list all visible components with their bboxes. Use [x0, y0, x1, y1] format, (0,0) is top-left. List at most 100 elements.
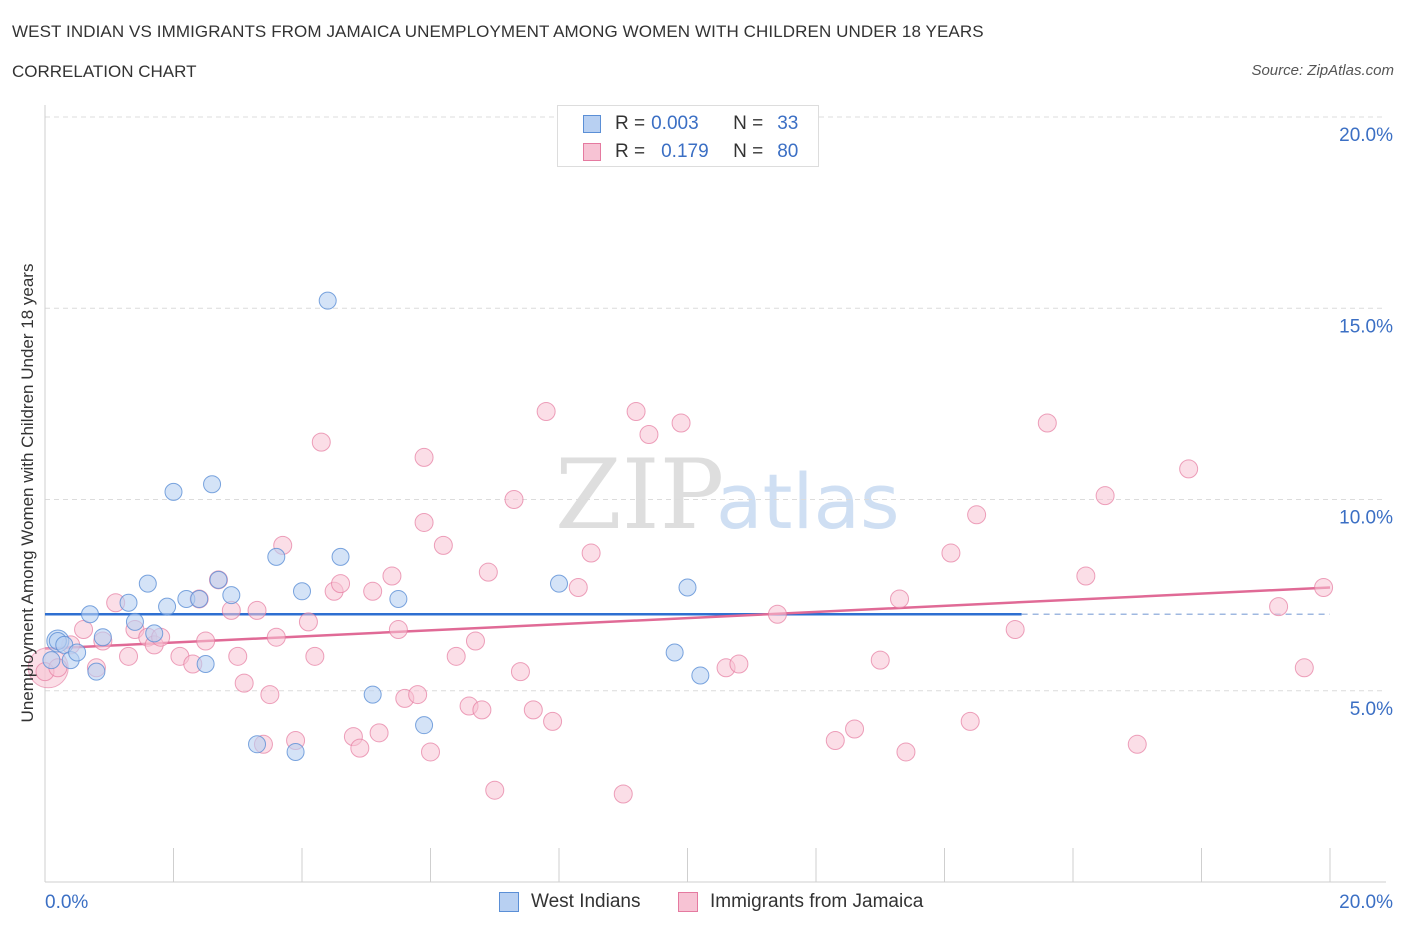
legend-item-jamaica: Immigrants from Jamaica [678, 889, 923, 915]
point-jamaica [266, 627, 286, 647]
point-jamaica [1294, 658, 1314, 678]
legend-swatch-blue [499, 892, 519, 912]
point-jamaica [311, 432, 331, 452]
data-points [27, 291, 1334, 804]
point-west-indian [691, 666, 710, 685]
legend-label: Immigrants from Jamaica [710, 891, 924, 912]
point-jamaica [1076, 566, 1096, 586]
point-jamaica [767, 604, 787, 624]
point-west-indian [550, 574, 568, 593]
point-jamaica [1095, 486, 1115, 506]
point-west-indian [203, 475, 222, 494]
point-jamaica [414, 447, 434, 467]
point-jamaica [967, 505, 987, 525]
y-tick-label: 10.0% [1339, 508, 1393, 529]
x-tick-label: 0.0% [45, 892, 88, 913]
r-value: 0.003 [651, 113, 699, 134]
point-jamaica [1005, 620, 1025, 640]
point-jamaica [729, 654, 749, 674]
point-west-indian [389, 589, 408, 608]
r-label: R = [615, 113, 646, 134]
point-jamaica [626, 402, 646, 422]
point-jamaica [298, 612, 318, 632]
point-jamaica [369, 723, 389, 743]
point-jamaica [1314, 577, 1334, 597]
point-jamaica [119, 646, 139, 666]
point-jamaica [671, 413, 691, 433]
point-jamaica [331, 574, 351, 594]
point-jamaica [196, 631, 216, 651]
point-jamaica [870, 650, 890, 670]
point-west-indian [164, 482, 183, 501]
axes [173, 848, 1331, 882]
legend-swatch-pink [583, 143, 601, 161]
point-jamaica [234, 673, 254, 693]
n-label: N = [733, 141, 764, 162]
stats-legend: R = 0.003 N = 33 R = 0.179 N = 80 [557, 105, 819, 167]
point-jamaica [388, 620, 408, 640]
point-west-indian [222, 586, 241, 605]
point-jamaica [960, 711, 980, 731]
point-west-indian [87, 662, 106, 681]
point-jamaica [408, 685, 428, 705]
point-jamaica [1269, 597, 1289, 617]
point-west-indian [42, 651, 61, 670]
point-jamaica [890, 589, 910, 609]
r-label: R = [615, 141, 646, 162]
watermark-atlas: atlas [716, 457, 900, 546]
legend-row-jamaica: R = 0.179 N = 80 [583, 140, 798, 164]
point-jamaica [536, 402, 556, 422]
point-west-indian [363, 685, 382, 704]
tick-labels: 5.0% 10.0% 15.0% 20.0% 0.0% 20.0% [45, 125, 1393, 913]
chart-title: WEST INDIAN VS IMMIGRANTS FROM JAMAICA U… [12, 22, 984, 41]
point-jamaica [581, 543, 601, 563]
legend-row-west-indians: R = 0.003 N = 33 [583, 112, 798, 136]
point-jamaica [363, 581, 383, 601]
point-jamaica [433, 535, 453, 555]
watermark-zip: ZIP [555, 439, 724, 551]
n-label: N = [733, 113, 764, 134]
point-jamaica [504, 490, 524, 509]
point-west-indian [145, 624, 164, 643]
legend-swatch-blue [583, 115, 601, 133]
point-west-indian [138, 574, 157, 593]
point-west-indian [318, 291, 337, 310]
point-west-indian [678, 578, 697, 597]
point-west-indian [190, 589, 209, 608]
point-jamaica [446, 646, 466, 666]
legend-swatch-pink [678, 892, 698, 912]
point-jamaica [825, 730, 845, 750]
point-west-indian [293, 582, 311, 601]
y-tick-label: 15.0% [1339, 316, 1393, 337]
y-tick-label: 5.0% [1350, 699, 1393, 720]
source-label: Source: ZipAtlas.com [1251, 62, 1394, 79]
point-west-indian [125, 612, 144, 631]
point-jamaica [1127, 734, 1147, 754]
point-jamaica [845, 719, 865, 739]
point-jamaica [74, 620, 94, 640]
trend-line-jamaica [44, 586, 1331, 650]
point-jamaica [465, 631, 485, 651]
point-jamaica [543, 711, 563, 731]
point-west-indian [68, 643, 87, 662]
point-jamaica [247, 600, 267, 620]
point-jamaica [228, 646, 248, 666]
point-west-indian [80, 605, 99, 624]
x-tick-label: 20.0% [1339, 892, 1393, 913]
point-west-indian [196, 654, 215, 673]
chart-subtitle: CORRELATION CHART [12, 62, 197, 81]
point-west-indian [158, 597, 177, 616]
point-jamaica [568, 577, 588, 597]
n-value: 80 [777, 141, 799, 162]
point-west-indian [415, 716, 434, 735]
point-jamaica [613, 784, 633, 804]
point-west-indian [119, 593, 138, 612]
point-jamaica [1037, 413, 1057, 433]
point-west-indian [93, 628, 112, 647]
point-jamaica [1179, 459, 1199, 479]
legend-label: West Indians [531, 891, 641, 912]
point-west-indian [286, 742, 305, 761]
point-west-indian [267, 547, 286, 566]
